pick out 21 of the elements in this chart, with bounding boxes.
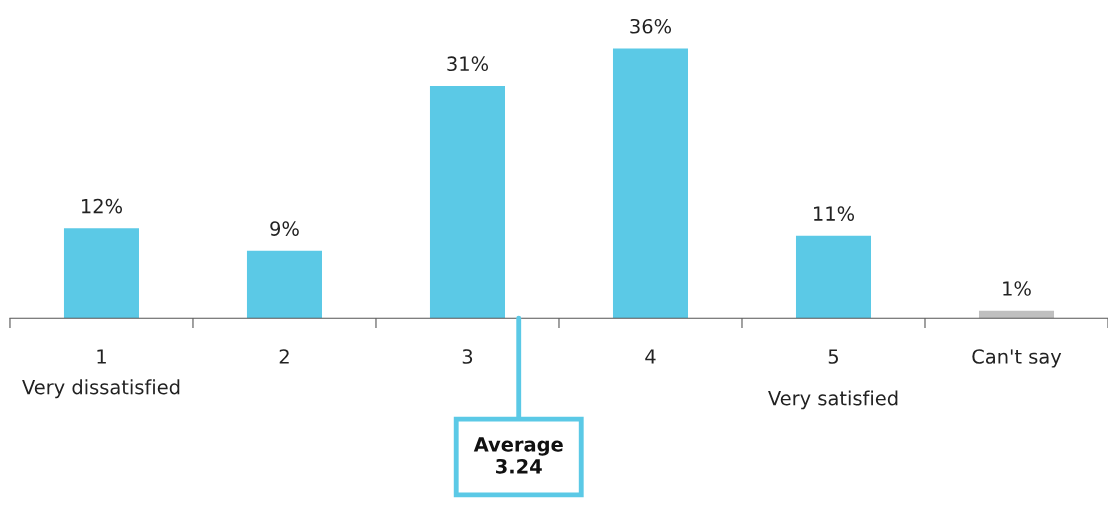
x-tick-label: 4 — [645, 349, 656, 364]
x-tick-label: 1 — [97, 349, 106, 364]
bar — [246, 250, 322, 319]
data-label: 31% — [447, 56, 489, 72]
text: Very dissatisfied — [22, 379, 180, 399]
x-tick-label: 5 — [828, 349, 838, 364]
x-tick-label: 3 — [462, 349, 473, 364]
data-label: 1% — [1003, 281, 1031, 296]
data-label: 12% — [82, 198, 123, 214]
x-tick-label: Can't say — [972, 349, 1062, 368]
x-tick-label: 2 — [279, 349, 289, 364]
text: Average 3.24 — [473, 437, 563, 474]
bar — [612, 48, 688, 319]
data-label: 36% — [630, 18, 672, 34]
data-label: 11% — [814, 206, 855, 221]
bar — [978, 310, 1055, 319]
bar — [63, 228, 139, 319]
bar — [795, 235, 872, 319]
bar — [429, 85, 505, 319]
text: Very satisfied — [768, 390, 898, 410]
data-label: 9% — [270, 221, 299, 236]
